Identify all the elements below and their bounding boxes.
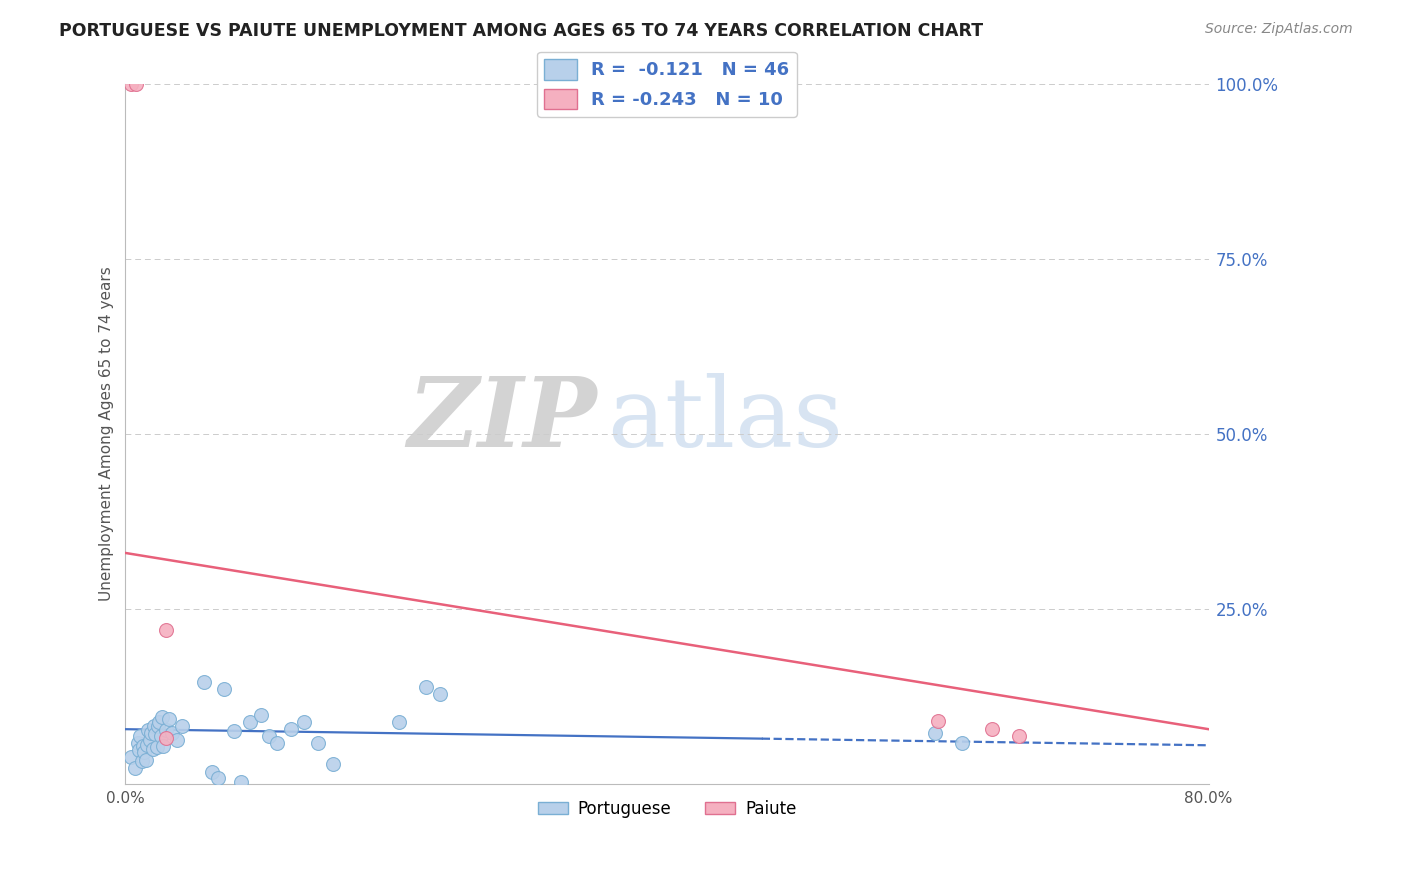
Point [143, 727, 166, 741]
Point [157, 713, 180, 727]
Point [193, 674, 215, 689]
Text: ZIP: ZIP [406, 373, 596, 467]
Point [981, 722, 1004, 736]
Point [214, 681, 236, 696]
Point [266, 736, 288, 750]
Point [950, 736, 973, 750]
Point [160, 726, 183, 740]
Point [166, 733, 188, 747]
Point [250, 708, 273, 723]
Point [927, 714, 949, 728]
Point [120, 750, 142, 764]
Point [155, 623, 177, 637]
Point [125, 78, 148, 92]
Point [172, 719, 194, 733]
Point [142, 719, 165, 733]
Point [132, 739, 155, 753]
Y-axis label: Unemployment Among Ages 65 to 74 years: Unemployment Among Ages 65 to 74 years [100, 267, 114, 601]
Point [239, 715, 262, 730]
Point [1008, 729, 1031, 743]
Point [148, 715, 170, 730]
Point [149, 729, 172, 743]
Point [141, 726, 163, 740]
Text: Source: ZipAtlas.com: Source: ZipAtlas.com [1205, 22, 1353, 37]
Point [415, 680, 437, 694]
Point [141, 741, 163, 756]
Point [924, 726, 946, 740]
Point [322, 757, 344, 772]
Point [135, 753, 157, 767]
Point [124, 761, 146, 775]
Point [129, 729, 152, 743]
Point [146, 719, 169, 733]
Point [128, 743, 150, 757]
Point [138, 723, 160, 737]
Point [127, 736, 149, 750]
Point [292, 715, 315, 730]
Text: PORTUGUESE VS PAIUTE UNEMPLOYMENT AMONG AGES 65 TO 74 YEARS CORRELATION CHART: PORTUGUESE VS PAIUTE UNEMPLOYMENT AMONG … [59, 22, 983, 40]
Point [280, 722, 302, 736]
Point [229, 774, 252, 789]
Legend: Portuguese, Paiute: Portuguese, Paiute [531, 793, 803, 824]
Point [257, 729, 280, 743]
Point [139, 733, 162, 747]
Point [201, 764, 224, 779]
Point [388, 715, 411, 730]
Point [155, 731, 177, 746]
Point [307, 736, 329, 750]
Text: atlas: atlas [607, 373, 844, 467]
Point [145, 740, 167, 755]
Point [222, 723, 245, 738]
Point [429, 687, 451, 701]
Point [155, 723, 177, 737]
Point [152, 739, 174, 753]
Point [134, 745, 156, 759]
Point [131, 755, 153, 769]
Point [120, 78, 142, 92]
Point [136, 738, 159, 752]
Point [207, 771, 229, 785]
Point [150, 709, 173, 723]
